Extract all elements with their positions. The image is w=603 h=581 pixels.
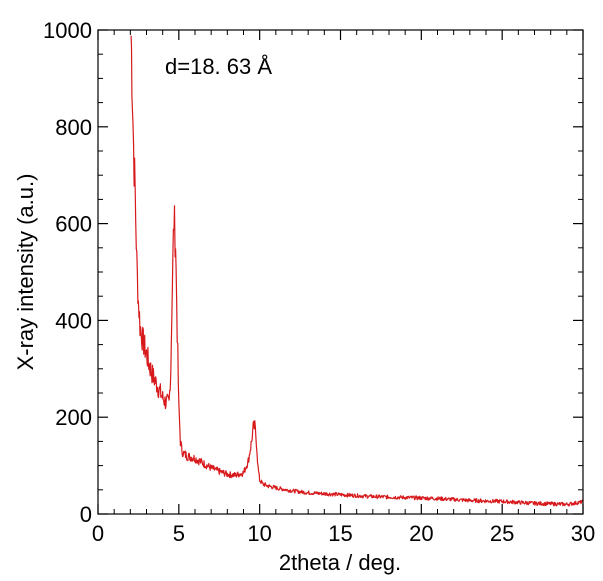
x-axis-label: 2theta / deg.	[279, 550, 401, 575]
y-tick-label: 800	[55, 115, 92, 140]
x-tick-label: 30	[571, 521, 595, 546]
y-tick-label: 200	[55, 405, 92, 430]
plot-frame	[97, 29, 584, 515]
y-tick-label: 600	[55, 212, 92, 237]
x-tick-label: 5	[173, 521, 185, 546]
y-tick-label: 400	[55, 308, 92, 333]
major-ticks	[97, 29, 584, 515]
tick-labels: 0 5 10 15 20 25 30 0 200 400 600 800 1000	[43, 18, 595, 546]
y-tick-label: 0	[80, 502, 92, 527]
minor-ticks	[98, 30, 583, 514]
y-tick-label: 1000	[43, 18, 92, 43]
intensity-series-line	[130, 35, 584, 507]
d-spacing-annotation: d=18. 63 Å	[165, 54, 272, 79]
x-tick-label: 0	[92, 521, 104, 546]
x-tick-label: 10	[247, 521, 271, 546]
x-tick-label: 25	[490, 521, 514, 546]
y-axis-label: X-ray intensity (a.u.)	[13, 174, 38, 371]
x-tick-label: 20	[409, 521, 433, 546]
x-tick-label: 15	[328, 521, 352, 546]
